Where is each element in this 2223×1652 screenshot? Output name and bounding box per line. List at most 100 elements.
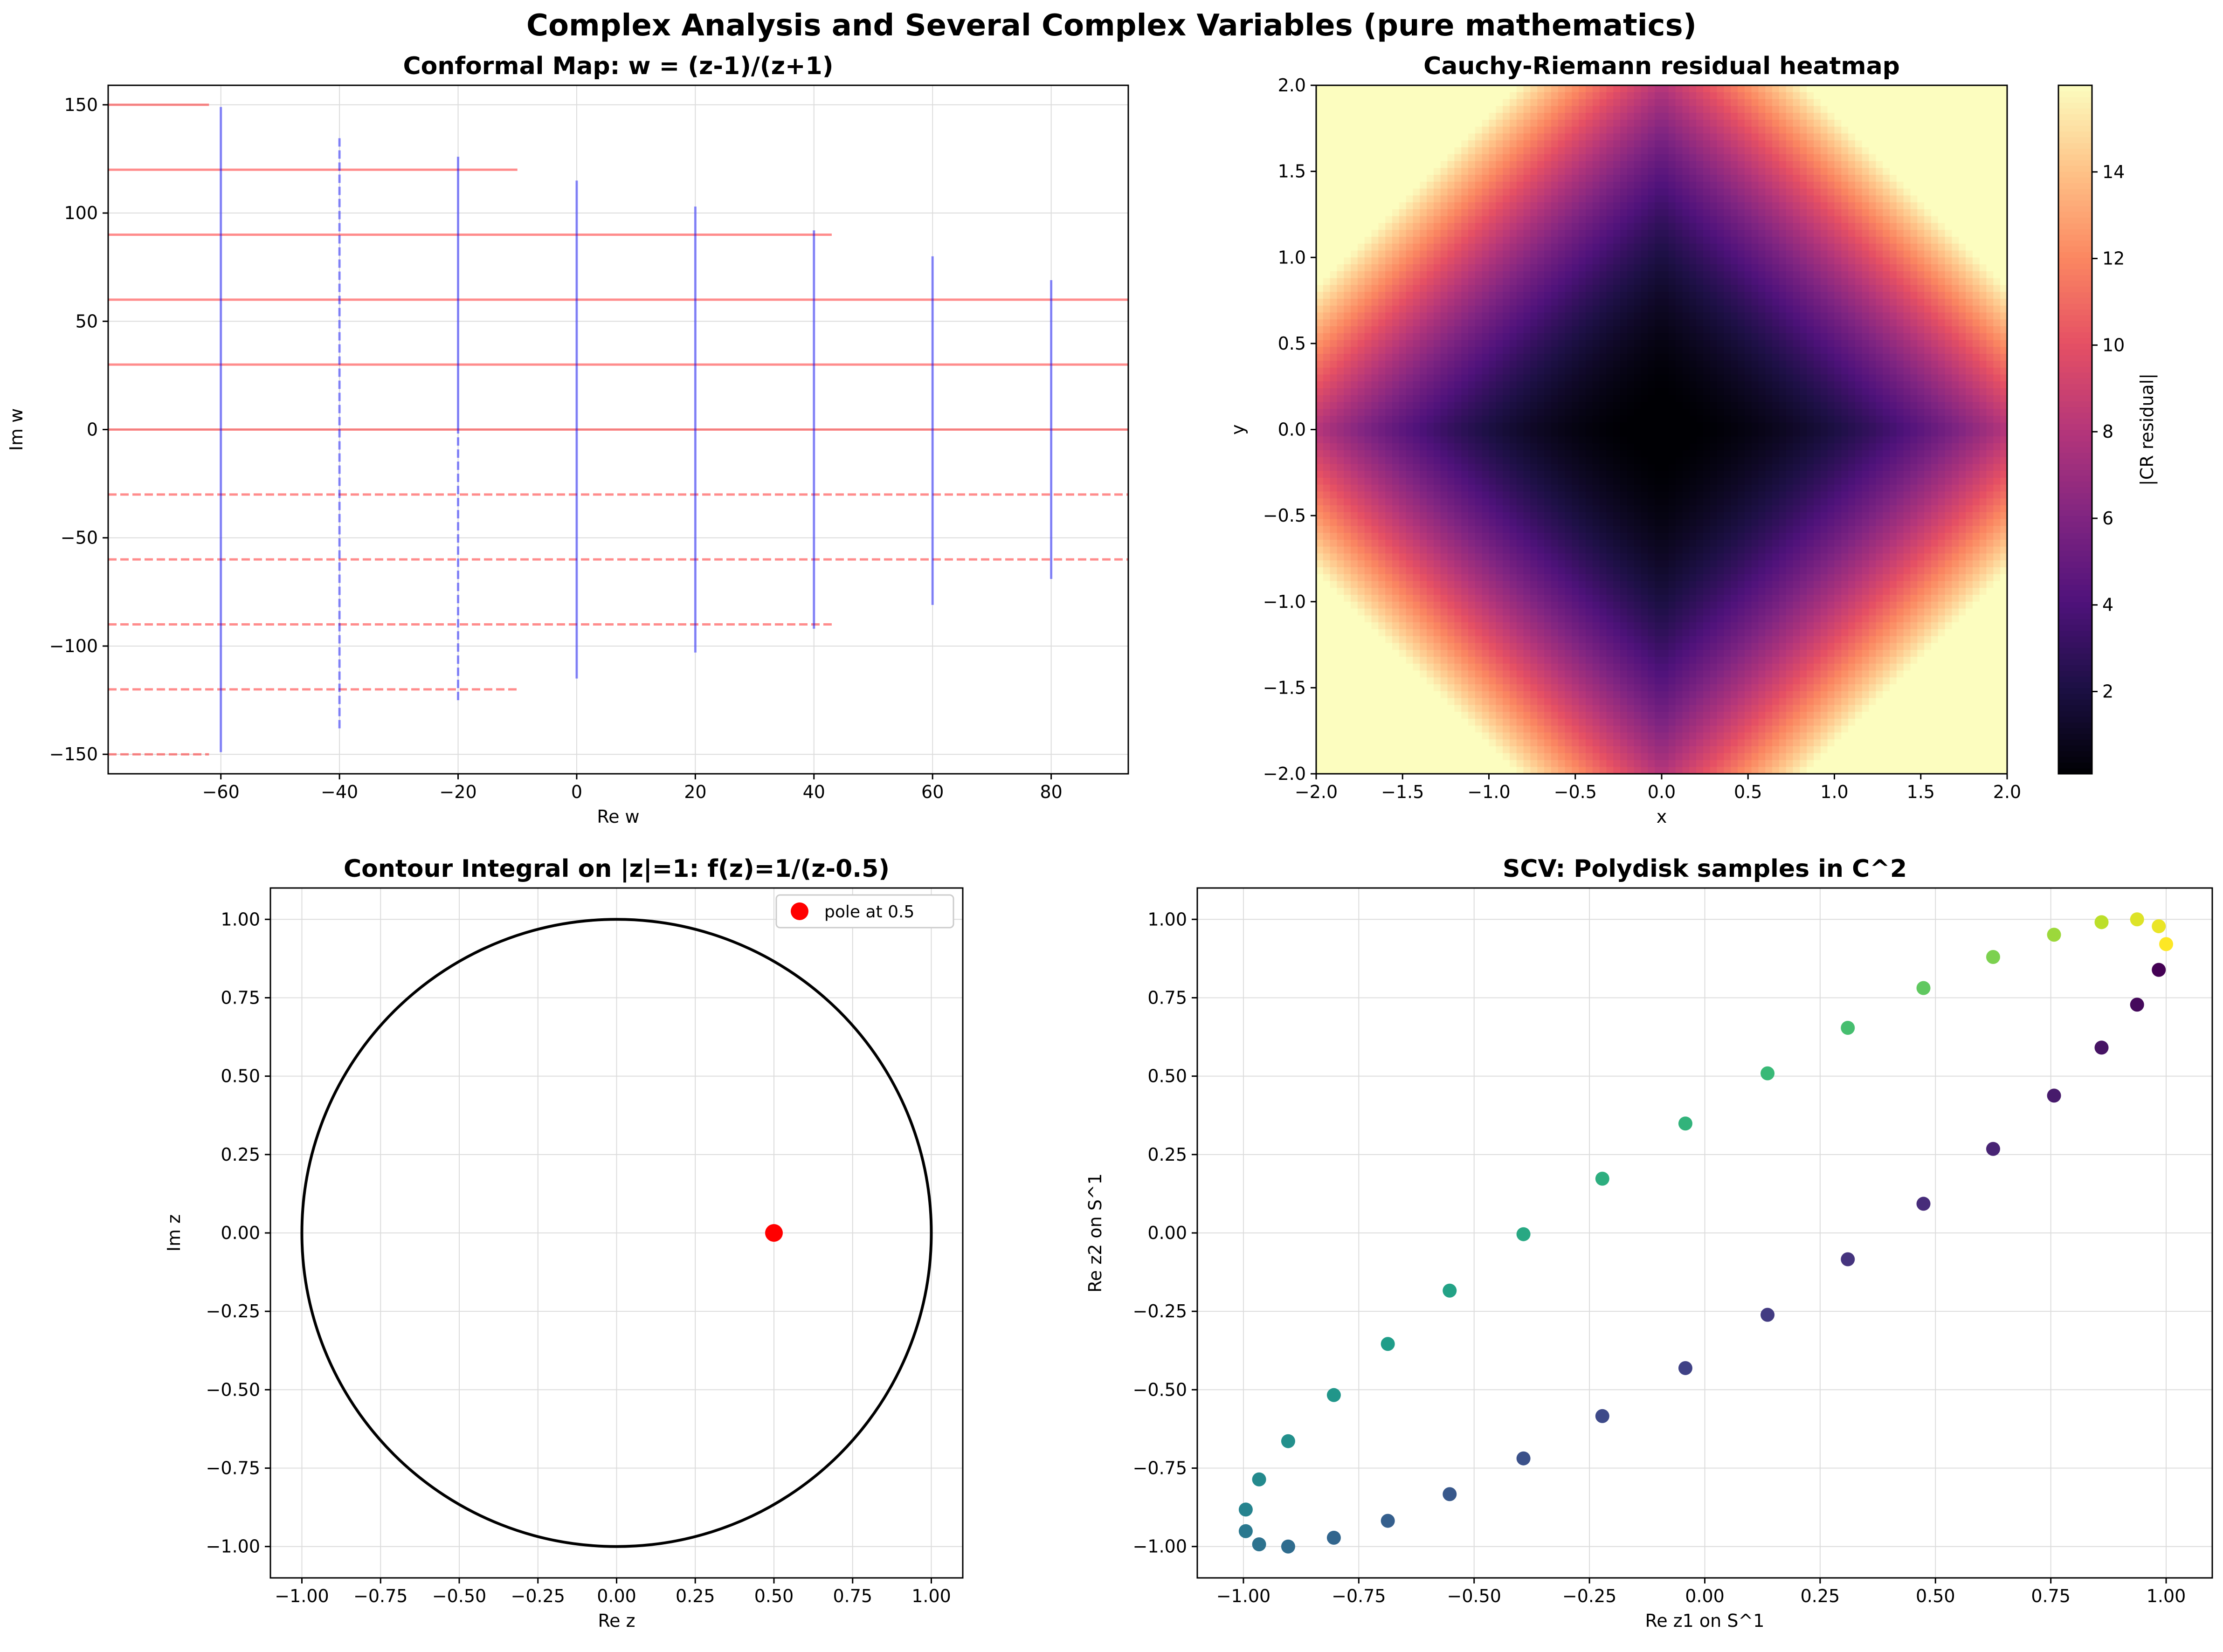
heatmap-cell — [1372, 340, 1379, 347]
heatmap-cell — [1454, 670, 1462, 678]
heatmap-cell — [1634, 326, 1642, 334]
heatmap-cell — [1530, 99, 1538, 107]
heatmap-cell — [1634, 664, 1642, 671]
heatmap-cell — [1537, 464, 1545, 471]
heatmap-cell — [1385, 368, 1393, 375]
heatmap-cell — [1461, 374, 1469, 382]
heatmap-cell — [1510, 540, 1517, 547]
heatmap-cell — [1524, 609, 1531, 616]
heatmap-cell — [1337, 650, 1344, 657]
heatmap-cell — [1620, 230, 1628, 237]
heatmap-cell — [1510, 106, 1517, 113]
heatmap-cell — [1406, 636, 1414, 644]
heatmap-cell — [1441, 615, 1448, 623]
heatmap-cell — [1358, 257, 1365, 265]
heatmap-cell — [1461, 361, 1469, 368]
heatmap-cell — [1434, 140, 1441, 148]
heatmap-cell — [1344, 629, 1351, 637]
heatmap-cell — [1613, 202, 1621, 210]
heatmap-cell — [1572, 120, 1579, 127]
heatmap-cell — [1392, 498, 1400, 506]
heatmap-cell — [1330, 319, 1338, 327]
heatmap-cell — [1606, 609, 1614, 616]
heatmap-cell — [1565, 202, 1573, 210]
heatmap-cell — [1524, 636, 1531, 644]
heatmap-cell — [1530, 333, 1538, 341]
heatmap-cell — [1503, 519, 1510, 527]
heatmap-cell — [1613, 120, 1621, 127]
heatmap-cell — [1530, 409, 1538, 416]
heatmap-cell — [1468, 271, 1476, 279]
heatmap-cell — [1323, 760, 1331, 767]
heatmap-cell — [1385, 588, 1393, 595]
heatmap-cell — [1351, 436, 1358, 444]
heatmap-cell — [1620, 602, 1628, 609]
heatmap-cell — [1427, 430, 1434, 437]
heatmap-cell — [1448, 705, 1455, 712]
heatmap-cell — [1351, 312, 1358, 320]
heatmap-cell — [1461, 257, 1469, 265]
heatmap-cell — [1482, 643, 1490, 650]
heatmap-cell — [1634, 306, 1642, 313]
heatmap-cell — [1586, 650, 1593, 657]
heatmap-cell — [1510, 264, 1517, 272]
heatmap-cell — [1503, 361, 1510, 368]
heatmap-cell — [1372, 547, 1379, 554]
heatmap-cell — [1482, 650, 1490, 657]
heatmap-cell — [1586, 533, 1593, 540]
heatmap-cell — [1551, 402, 1559, 409]
heatmap-cell — [1572, 677, 1579, 685]
heatmap-cell — [1572, 726, 1579, 733]
heatmap-cell — [1323, 629, 1331, 637]
heatmap-cell — [1385, 498, 1393, 506]
heatmap-cell — [1544, 395, 1552, 403]
heatmap-cell — [1378, 223, 1386, 230]
heatmap-cell — [1454, 264, 1462, 272]
heatmap-cell — [1344, 133, 1351, 141]
heatmap-cell — [1510, 609, 1517, 616]
heatmap-cell — [1316, 464, 1324, 471]
heatmap-cell — [1572, 292, 1579, 299]
heatmap-cell — [1420, 609, 1427, 616]
heatmap-cell — [1427, 512, 1434, 520]
heatmap-cell — [1600, 540, 1607, 547]
heatmap-cell — [1489, 388, 1497, 396]
heatmap-cell — [1530, 657, 1538, 664]
heatmap-cell — [1413, 485, 1420, 492]
heatmap-cell — [1406, 292, 1414, 299]
heatmap-cell — [1572, 767, 1579, 774]
heatmap-cell — [1572, 381, 1579, 389]
heatmap-cell — [1503, 374, 1510, 382]
heatmap-cell — [1572, 388, 1579, 396]
heatmap-cell — [1551, 395, 1559, 403]
heatmap-cell — [1420, 767, 1427, 774]
heatmap-cell — [1648, 581, 1655, 588]
heatmap-cell — [1316, 533, 1324, 540]
heatmap-cell — [1441, 739, 1448, 747]
heatmap-cell — [1475, 643, 1483, 650]
heatmap-cell — [1600, 257, 1607, 265]
heatmap-cell — [1413, 595, 1420, 602]
heatmap-cell — [1620, 540, 1628, 547]
heatmap-cell — [1406, 120, 1414, 127]
heatmap-cell — [1496, 230, 1503, 237]
heatmap-cell — [1482, 195, 1490, 203]
heatmap-cell — [1351, 677, 1358, 685]
heatmap-cell — [1558, 120, 1566, 127]
heatmap-cell — [1454, 106, 1462, 113]
heatmap-cell — [1482, 189, 1490, 196]
heatmap-cell — [1579, 237, 1586, 244]
heatmap-cell — [1496, 395, 1503, 403]
heatmap-cell — [1620, 147, 1628, 155]
heatmap-cell — [1482, 230, 1490, 237]
heatmap-cell — [1323, 519, 1331, 527]
heatmap-cell — [1406, 230, 1414, 237]
heatmap-cell — [1586, 312, 1593, 320]
heatmap-cell — [1392, 106, 1400, 113]
heatmap-cell — [1461, 760, 1469, 767]
heatmap-cell — [1358, 133, 1365, 141]
heatmap-cell — [1337, 354, 1344, 361]
heatmap-cell — [1448, 299, 1455, 306]
heatmap-cell — [1316, 182, 1324, 189]
heatmap-cell — [1441, 195, 1448, 203]
